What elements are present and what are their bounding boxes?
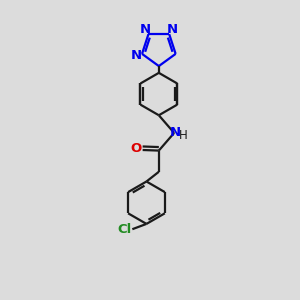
Text: N: N [131,49,142,62]
Text: N: N [140,23,151,36]
Text: N: N [167,23,178,36]
Text: N: N [170,126,181,139]
Text: H: H [178,129,188,142]
Text: O: O [130,142,142,155]
Text: Cl: Cl [118,223,132,236]
